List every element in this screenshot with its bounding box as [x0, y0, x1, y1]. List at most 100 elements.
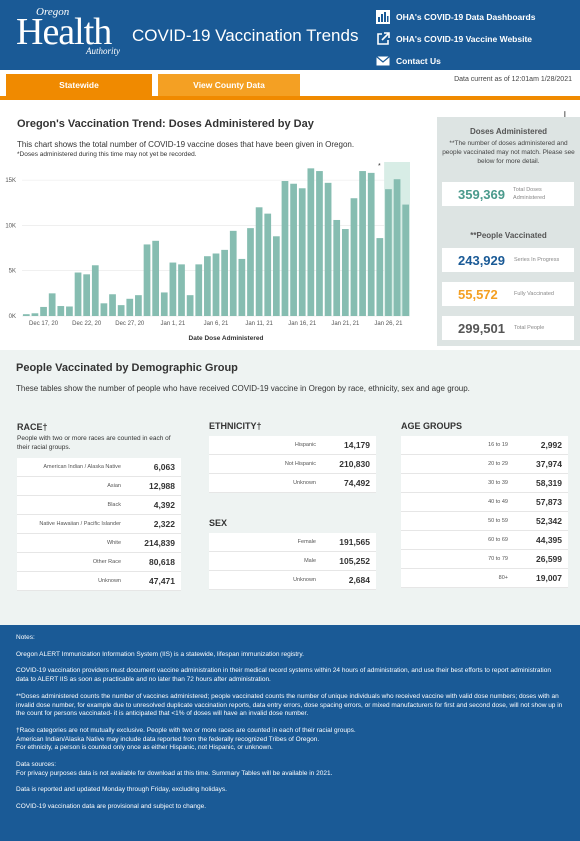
row-label: Hispanic — [294, 442, 316, 448]
bar[interactable] — [57, 306, 65, 316]
bar[interactable] — [264, 213, 272, 316]
bar[interactable] — [22, 314, 30, 316]
link-data-dashboards[interactable]: OHA's COVID-19 Data Dashboards — [376, 6, 535, 28]
bar[interactable] — [290, 183, 297, 316]
bar[interactable] — [316, 171, 323, 316]
bar[interactable] — [204, 256, 211, 316]
demographics-description: These tables show the number of people w… — [16, 384, 470, 393]
notes-update-schedule: Data is reported and updated Monday thro… — [16, 786, 227, 794]
row-label: Black — [107, 502, 121, 508]
table-row: 80+ 19,007 — [401, 569, 568, 588]
table-row: Not Hispanic 210,830 — [209, 455, 376, 474]
tab-statewide[interactable]: Statewide — [6, 74, 152, 96]
bar[interactable] — [152, 240, 160, 316]
bar[interactable] — [221, 249, 228, 316]
bar[interactable] — [255, 207, 263, 316]
chart-x-axis-label: Date Dose Administered — [189, 335, 264, 342]
bar[interactable] — [109, 294, 116, 316]
bar[interactable] — [100, 303, 108, 316]
bar[interactable] — [272, 236, 280, 316]
bar[interactable] — [376, 238, 384, 316]
bar[interactable] — [367, 172, 375, 316]
bar[interactable] — [212, 253, 220, 316]
bar[interactable] — [31, 313, 39, 316]
sex-title: SEX — [209, 518, 228, 528]
bar[interactable] — [393, 179, 401, 316]
series-in-progress-card: 243,929 Series In Progress — [442, 248, 574, 272]
chart-x-ticks: Dec 17, 20 Dec 22, 20 Dec 27, 20 Jan 1, 21 J… — [29, 321, 403, 327]
header-links: OHA's COVID-19 Data Dashboards OHA's COV… — [376, 6, 535, 72]
bar-chart-icon — [376, 10, 390, 24]
doses-administered-note: **The number of doses administered and p… — [442, 140, 575, 165]
bar[interactable] — [195, 264, 203, 316]
row-label: 30 to 39 — [488, 480, 508, 486]
bar[interactable] — [40, 306, 47, 316]
bar[interactable] — [341, 229, 349, 316]
bar[interactable] — [117, 305, 125, 316]
chart-asterisk-marker: * — [378, 163, 381, 170]
bar[interactable] — [385, 189, 392, 316]
row-value: 19,007 — [536, 573, 562, 583]
race-table: American Indian / Alaska Native 6,063 Asia… — [17, 458, 181, 591]
x-tick-label: Dec 22, 20 — [72, 321, 102, 327]
total-people-card: 299,501 Total People — [442, 316, 574, 340]
bar[interactable] — [83, 274, 91, 316]
bar[interactable] — [350, 198, 358, 316]
bar[interactable] — [160, 292, 168, 316]
bar[interactable] — [247, 228, 254, 316]
series-in-progress-label: Series In Progress — [514, 257, 560, 263]
doses-bar-chart-svg[interactable]: 0K 5K 10K 15K Dec 17, 20 Dec 22, 20 Dec 27, 2… — [0, 158, 430, 346]
table-row: Other Race 80,618 — [17, 553, 181, 572]
table-row: 50 to 59 52,342 — [401, 512, 568, 531]
row-value: 26,599 — [536, 554, 562, 564]
doses-summary-panel: Doses Administered **The number of doses… — [437, 117, 580, 346]
bar[interactable] — [126, 298, 134, 316]
bar[interactable] — [186, 295, 194, 316]
row-value: 57,873 — [536, 497, 562, 507]
total-doses-value: 359,369 — [458, 186, 505, 202]
bar[interactable] — [135, 295, 142, 316]
row-label: 60 to 69 — [488, 537, 508, 543]
notes-data-sources: Data sources: — [16, 761, 57, 769]
table-row: Male 105,252 — [209, 552, 376, 571]
link-contact-us[interactable]: Contact Us — [376, 50, 535, 72]
bar[interactable] — [298, 188, 306, 316]
race-title: RACE† — [17, 422, 48, 432]
row-value: 44,395 — [536, 535, 562, 545]
oha-logo[interactable]: Oregon Health Authority — [16, 6, 128, 58]
bar[interactable] — [74, 272, 82, 316]
tab-view-county-data[interactable]: View County Data — [158, 74, 300, 96]
bar[interactable] — [359, 171, 366, 316]
bar[interactable] — [143, 244, 151, 316]
chart-bars[interactable] — [22, 168, 410, 316]
bar[interactable] — [324, 182, 332, 316]
table-row: 60 to 69 44,395 — [401, 531, 568, 550]
fully-vaccinated-value: 55,572 — [458, 286, 498, 302]
bar[interactable] — [281, 181, 289, 316]
row-label: Female — [297, 539, 316, 545]
doses-bar-chart[interactable]: 0K 5K 10K 15K Dec 17, 20 Dec 22, 20 Dec 27, 2… — [0, 158, 430, 346]
bar[interactable] — [91, 265, 99, 316]
row-label: Unknown — [98, 578, 121, 584]
bar[interactable] — [333, 219, 341, 316]
row-label: 70 to 79 — [488, 556, 508, 562]
bar[interactable] — [402, 204, 410, 316]
notes-provisional: COVID-19 vaccination data are provisiona… — [16, 803, 207, 811]
link-vaccine-website[interactable]: OHA's COVID-19 Vaccine Website — [376, 28, 535, 50]
bar[interactable] — [238, 258, 246, 316]
external-link-icon — [377, 32, 390, 45]
row-value: 191,565 — [339, 537, 370, 547]
trend-title: Oregon's Vaccination Trend: Doses Admini… — [17, 118, 314, 130]
row-label: 80+ — [498, 575, 508, 581]
bar[interactable] — [48, 293, 56, 316]
bar[interactable] — [307, 168, 315, 316]
filter-icon[interactable]: ❙ — [561, 110, 569, 120]
y-tick-label: 5K — [9, 269, 16, 275]
x-tick-label: Jan 11, 21 — [245, 321, 273, 327]
bar[interactable] — [169, 262, 177, 316]
bar[interactable] — [178, 264, 185, 316]
trend-note: *Doses administered during this time may… — [17, 151, 197, 158]
bar[interactable] — [66, 306, 73, 316]
people-vaccinated-heading: **People Vaccinated — [470, 231, 547, 240]
bar[interactable] — [229, 230, 237, 316]
